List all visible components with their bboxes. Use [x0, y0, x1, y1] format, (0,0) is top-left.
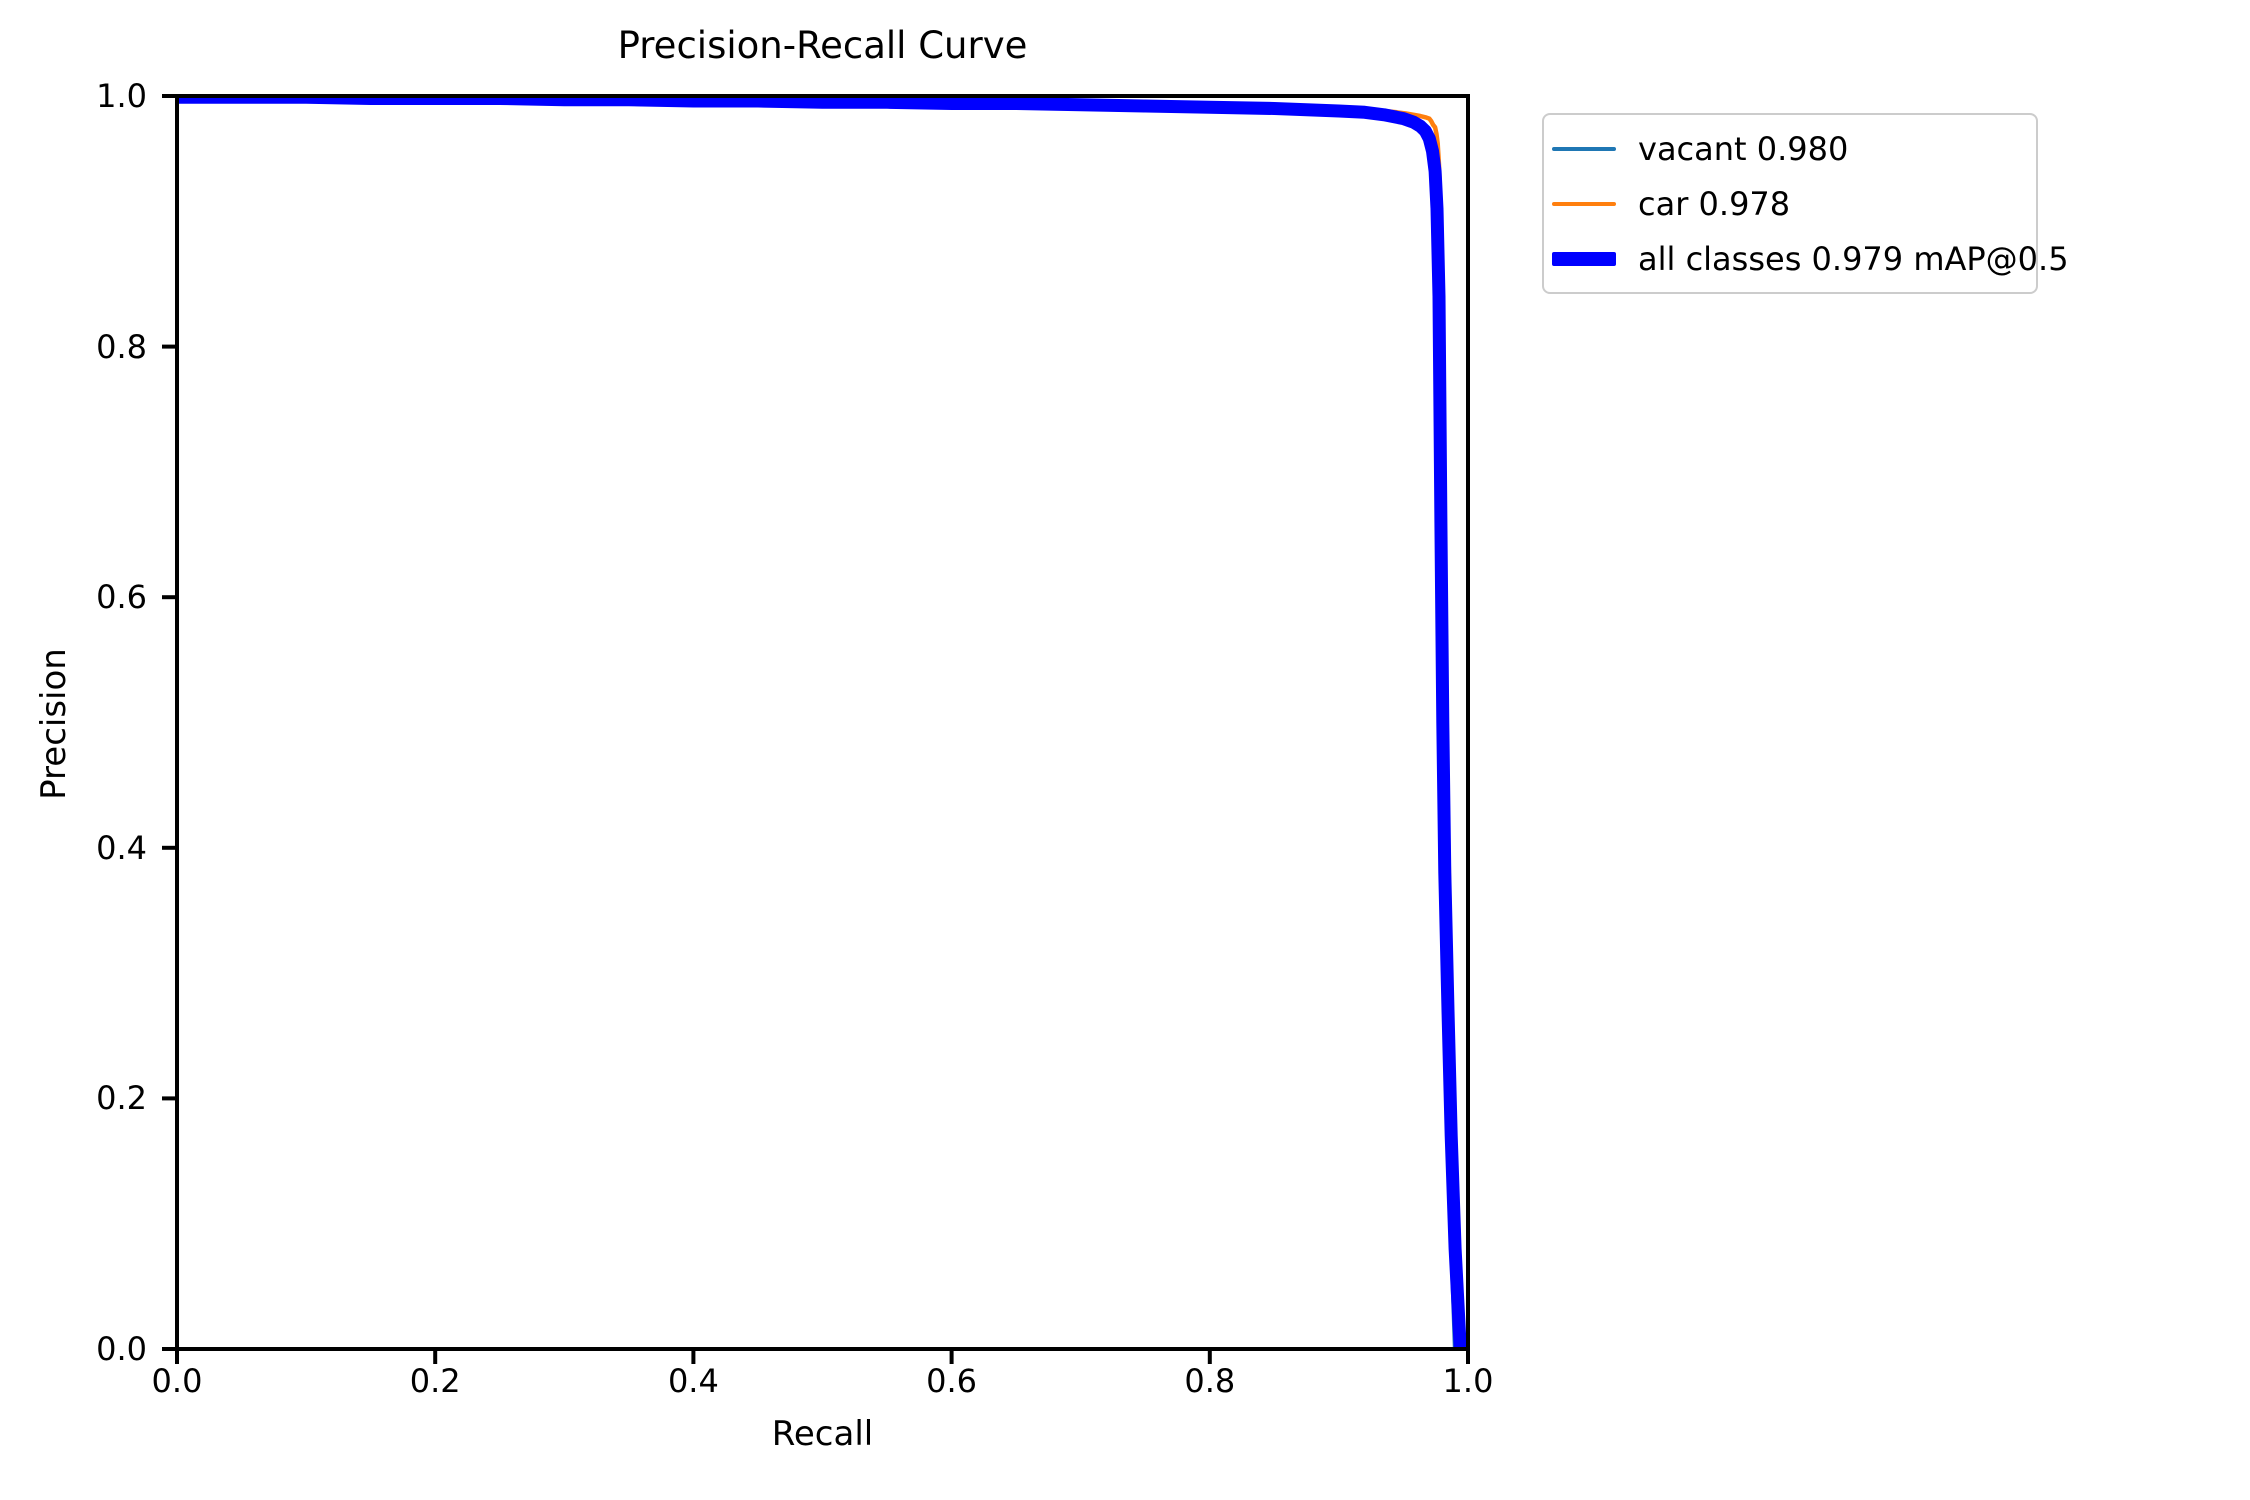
x-tick-label: 0.6 — [926, 1362, 978, 1400]
legend-item-vacant: vacant 0.980 — [1544, 130, 2036, 168]
legend-item-car: car 0.978 — [1544, 185, 2036, 223]
vacant-line-sample — [1552, 146, 1616, 151]
y-tick-label: 0.8 — [96, 327, 147, 366]
curve-all-classes — [177, 96, 1467, 1349]
curve-car — [177, 96, 1467, 1349]
x-tick-label: 0.4 — [667, 1362, 719, 1400]
chart-title: Precision-Recall Curve — [617, 24, 1028, 67]
car-line-sample — [1552, 201, 1616, 206]
legend: vacant 0.980 car 0.978 all classes 0.979… — [1542, 113, 2069, 294]
y-tick-label: 0.0 — [96, 1330, 147, 1368]
plot-frame — [175, 94, 1470, 1351]
y-tick-label: 0.6 — [96, 578, 147, 617]
legend-label-all-classes: all classes 0.979 mAP@0.5 — [1638, 239, 2069, 278]
y-tick-label: 1.0 — [96, 77, 147, 115]
y-tick-label: 0.2 — [96, 1079, 147, 1118]
x-tick-label: 0.2 — [409, 1362, 461, 1400]
x-tick-label: 0.8 — [1184, 1362, 1236, 1400]
curve-vacant — [177, 96, 1458, 1349]
legend-item-all-classes: all classes 0.979 mAP@0.5 — [1544, 240, 2069, 278]
legend-label-car: car 0.978 — [1638, 184, 1791, 223]
legend-label-vacant: vacant 0.980 — [1638, 129, 1849, 168]
y-tick-label: 0.4 — [96, 828, 147, 867]
x-tick-label: 1.0 — [1442, 1362, 1494, 1400]
y-axis-label: Precision — [34, 648, 74, 800]
x-tick-label: 0.0 — [151, 1362, 203, 1400]
all-classes-line-sample — [1552, 251, 1616, 266]
x-axis-label: Recall — [771, 1414, 874, 1454]
